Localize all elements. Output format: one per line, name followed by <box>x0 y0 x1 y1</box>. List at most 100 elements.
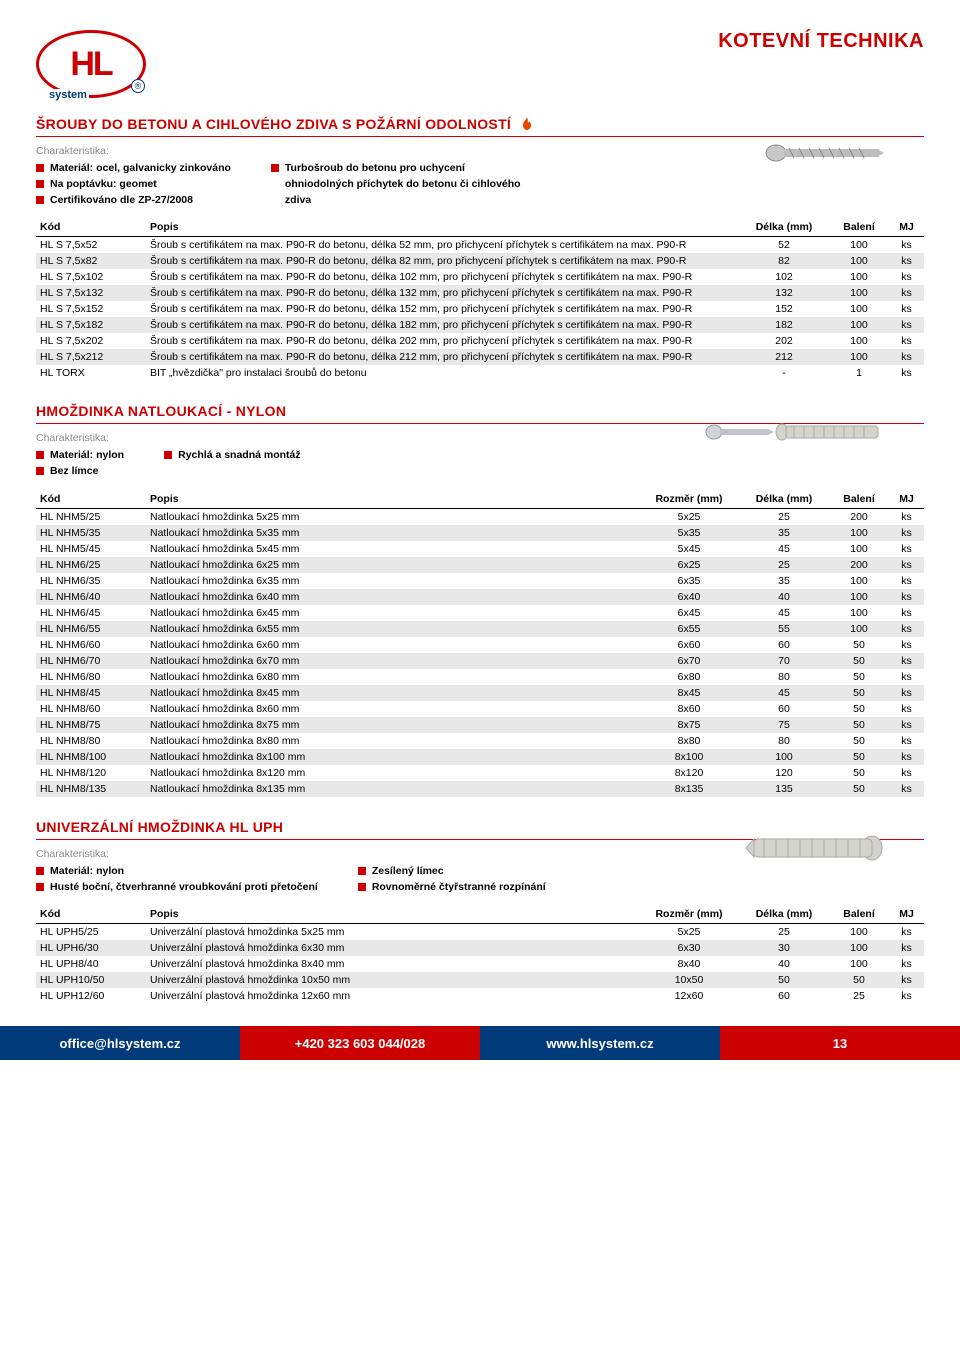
th-rozmer: Rozměr (mm) <box>639 905 739 924</box>
cell-delka: 135 <box>739 781 829 797</box>
bullet-item: Materiál: nylon <box>36 448 124 464</box>
cell-delka: 55 <box>739 621 829 637</box>
cell-popis: Natloukací hmoždinka 8x45 mm <box>146 685 639 701</box>
cell-delka: - <box>739 365 829 381</box>
cell-kod: HL S 7,5x152 <box>36 301 146 317</box>
cell-kod: HL NHM6/25 <box>36 557 146 573</box>
table-row: HL NHM6/55 Natloukací hmoždinka 6x55 mm … <box>36 621 924 637</box>
cell-rozmer: 6x80 <box>639 669 739 685</box>
cell-delka: 120 <box>739 765 829 781</box>
cell-rozmer: 8x75 <box>639 717 739 733</box>
cell-popis: Natloukací hmoždinka 6x25 mm <box>146 557 639 573</box>
table-row: HL NHM8/135 Natloukací hmoždinka 8x135 m… <box>36 781 924 797</box>
footer-web: www.hlsystem.cz <box>480 1026 720 1060</box>
bullets-left-3: Materiál: nylonHusté boční, čtverhranné … <box>36 864 318 896</box>
cell-mj: ks <box>889 924 924 941</box>
cell-mj: ks <box>889 237 924 254</box>
th-mj: MJ <box>889 490 924 509</box>
cell-popis: Univerzální plastová hmoždinka 8x40 mm <box>146 956 639 972</box>
section-dowel-nylon: HMOŽDINKA NATLOUKACÍ - NYLON Charakteris… <box>36 403 924 797</box>
cell-kod: HL NHM8/100 <box>36 749 146 765</box>
cell-rozmer: 6x55 <box>639 621 739 637</box>
cell-kod: HL S 7,5x132 <box>36 285 146 301</box>
th-mj: MJ <box>889 905 924 924</box>
cell-baleni: 100 <box>829 301 889 317</box>
bullet-item: Turbošroub do betonu pro uchycení ohniod… <box>271 161 531 208</box>
cell-mj: ks <box>889 749 924 765</box>
table-row: HL UPH12/60 Univerzální plastová hmoždin… <box>36 988 924 1004</box>
bullet-item: Materiál: ocel, galvanicky zinkováno <box>36 161 231 177</box>
cell-mj: ks <box>889 669 924 685</box>
table-row: HL NHM6/45 Natloukací hmoždinka 6x45 mm … <box>36 605 924 621</box>
cell-mj: ks <box>889 940 924 956</box>
cell-popis: Natloukací hmoždinka 6x40 mm <box>146 589 639 605</box>
bullets-right-1: Turbošroub do betonu pro uchycení ohniod… <box>271 161 531 208</box>
cell-mj: ks <box>889 269 924 285</box>
cell-kod: HL NHM8/120 <box>36 765 146 781</box>
th-kod: Kód <box>36 490 146 509</box>
cell-popis: Šroub s certifikátem na max. P90-R do be… <box>146 333 739 349</box>
cell-popis: Natloukací hmoždinka 8x60 mm <box>146 701 639 717</box>
cell-delka: 25 <box>739 508 829 525</box>
cell-popis: Natloukací hmoždinka 8x135 mm <box>146 781 639 797</box>
bullet-item: Bez límce <box>36 464 124 480</box>
table-row: HL UPH6/30 Univerzální plastová hmoždink… <box>36 940 924 956</box>
table-row: HL UPH8/40 Univerzální plastová hmoždink… <box>36 956 924 972</box>
cell-baleni: 100 <box>829 317 889 333</box>
th-rozmer: Rozměr (mm) <box>639 490 739 509</box>
th-popis: Popis <box>146 490 639 509</box>
table-row: HL TORX BIT „hvězdička" pro instalaci šr… <box>36 365 924 381</box>
cell-rozmer: 5x45 <box>639 541 739 557</box>
cell-kod: HL TORX <box>36 365 146 381</box>
cell-baleni: 100 <box>829 956 889 972</box>
cell-mj: ks <box>889 508 924 525</box>
table-row: HL NHM8/80 Natloukací hmoždinka 8x80 mm … <box>36 733 924 749</box>
cell-baleni: 25 <box>829 988 889 1004</box>
cell-delka: 202 <box>739 333 829 349</box>
cell-rozmer: 6x35 <box>639 573 739 589</box>
table-row: HL NHM5/35 Natloukací hmoždinka 5x35 mm … <box>36 525 924 541</box>
table-row: HL NHM6/40 Natloukací hmoždinka 6x40 mm … <box>36 589 924 605</box>
cell-baleni: 50 <box>829 669 889 685</box>
table-row: HL NHM5/25 Natloukací hmoždinka 5x25 mm … <box>36 508 924 525</box>
section-title-text: UNIVERZÁLNÍ HMOŽDINKA HL UPH <box>36 819 283 835</box>
cell-delka: 45 <box>739 605 829 621</box>
cell-kod: HL NHM5/45 <box>36 541 146 557</box>
cell-rozmer: 5x25 <box>639 924 739 941</box>
table-row: HL S 7,5x82 Šroub s certifikátem na max.… <box>36 253 924 269</box>
cell-popis: Natloukací hmoždinka 5x35 mm <box>146 525 639 541</box>
section-screws: ŠROUBY DO BETONU A CIHLOVÉHO ZDIVA S POŽ… <box>36 116 924 381</box>
cell-kod: HL NHM6/80 <box>36 669 146 685</box>
footer-page-number: 13 <box>720 1026 960 1060</box>
th-mj: MJ <box>889 218 924 237</box>
cell-popis: Šroub s certifikátem na max. P90-R do be… <box>146 349 739 365</box>
universal-dowel-image <box>744 833 884 863</box>
bullet-item: Na poptávku: geomet <box>36 177 231 193</box>
cell-kod: HL S 7,5x202 <box>36 333 146 349</box>
cell-mj: ks <box>889 701 924 717</box>
cell-popis: Natloukací hmoždinka 6x70 mm <box>146 653 639 669</box>
cell-popis: Univerzální plastová hmoždinka 6x30 mm <box>146 940 639 956</box>
table-row: HL S 7,5x152 Šroub s certifikátem na max… <box>36 301 924 317</box>
cell-kod: HL NHM6/35 <box>36 573 146 589</box>
table-row: HL S 7,5x202 Šroub s certifikátem na max… <box>36 333 924 349</box>
section-title-text: ŠROUBY DO BETONU A CIHLOVÉHO ZDIVA S POŽ… <box>36 116 511 132</box>
bullets-left-2: Materiál: nylonBez límce <box>36 448 124 480</box>
cell-delka: 102 <box>739 269 829 285</box>
bullets-right-3: Zesílený límecRovnoměrné čtyřstranné roz… <box>358 864 546 896</box>
cell-baleni: 100 <box>829 333 889 349</box>
cell-delka: 60 <box>739 637 829 653</box>
bullets-left-1: Materiál: ocel, galvanicky zinkovánoNa p… <box>36 161 231 208</box>
cell-delka: 82 <box>739 253 829 269</box>
cell-kod: HL NHM5/25 <box>36 508 146 525</box>
cell-kod: HL NHM8/45 <box>36 685 146 701</box>
cell-baleni: 100 <box>829 573 889 589</box>
cell-popis: Šroub s certifikátem na max. P90-R do be… <box>146 285 739 301</box>
th-baleni: Balení <box>829 490 889 509</box>
cell-popis: Natloukací hmoždinka 5x45 mm <box>146 541 639 557</box>
table-row: HL NHM8/75 Natloukací hmoždinka 8x75 mm … <box>36 717 924 733</box>
cell-popis: BIT „hvězdička" pro instalaci šroubů do … <box>146 365 739 381</box>
cell-kod: HL S 7,5x102 <box>36 269 146 285</box>
cell-delka: 60 <box>739 701 829 717</box>
cell-delka: 212 <box>739 349 829 365</box>
